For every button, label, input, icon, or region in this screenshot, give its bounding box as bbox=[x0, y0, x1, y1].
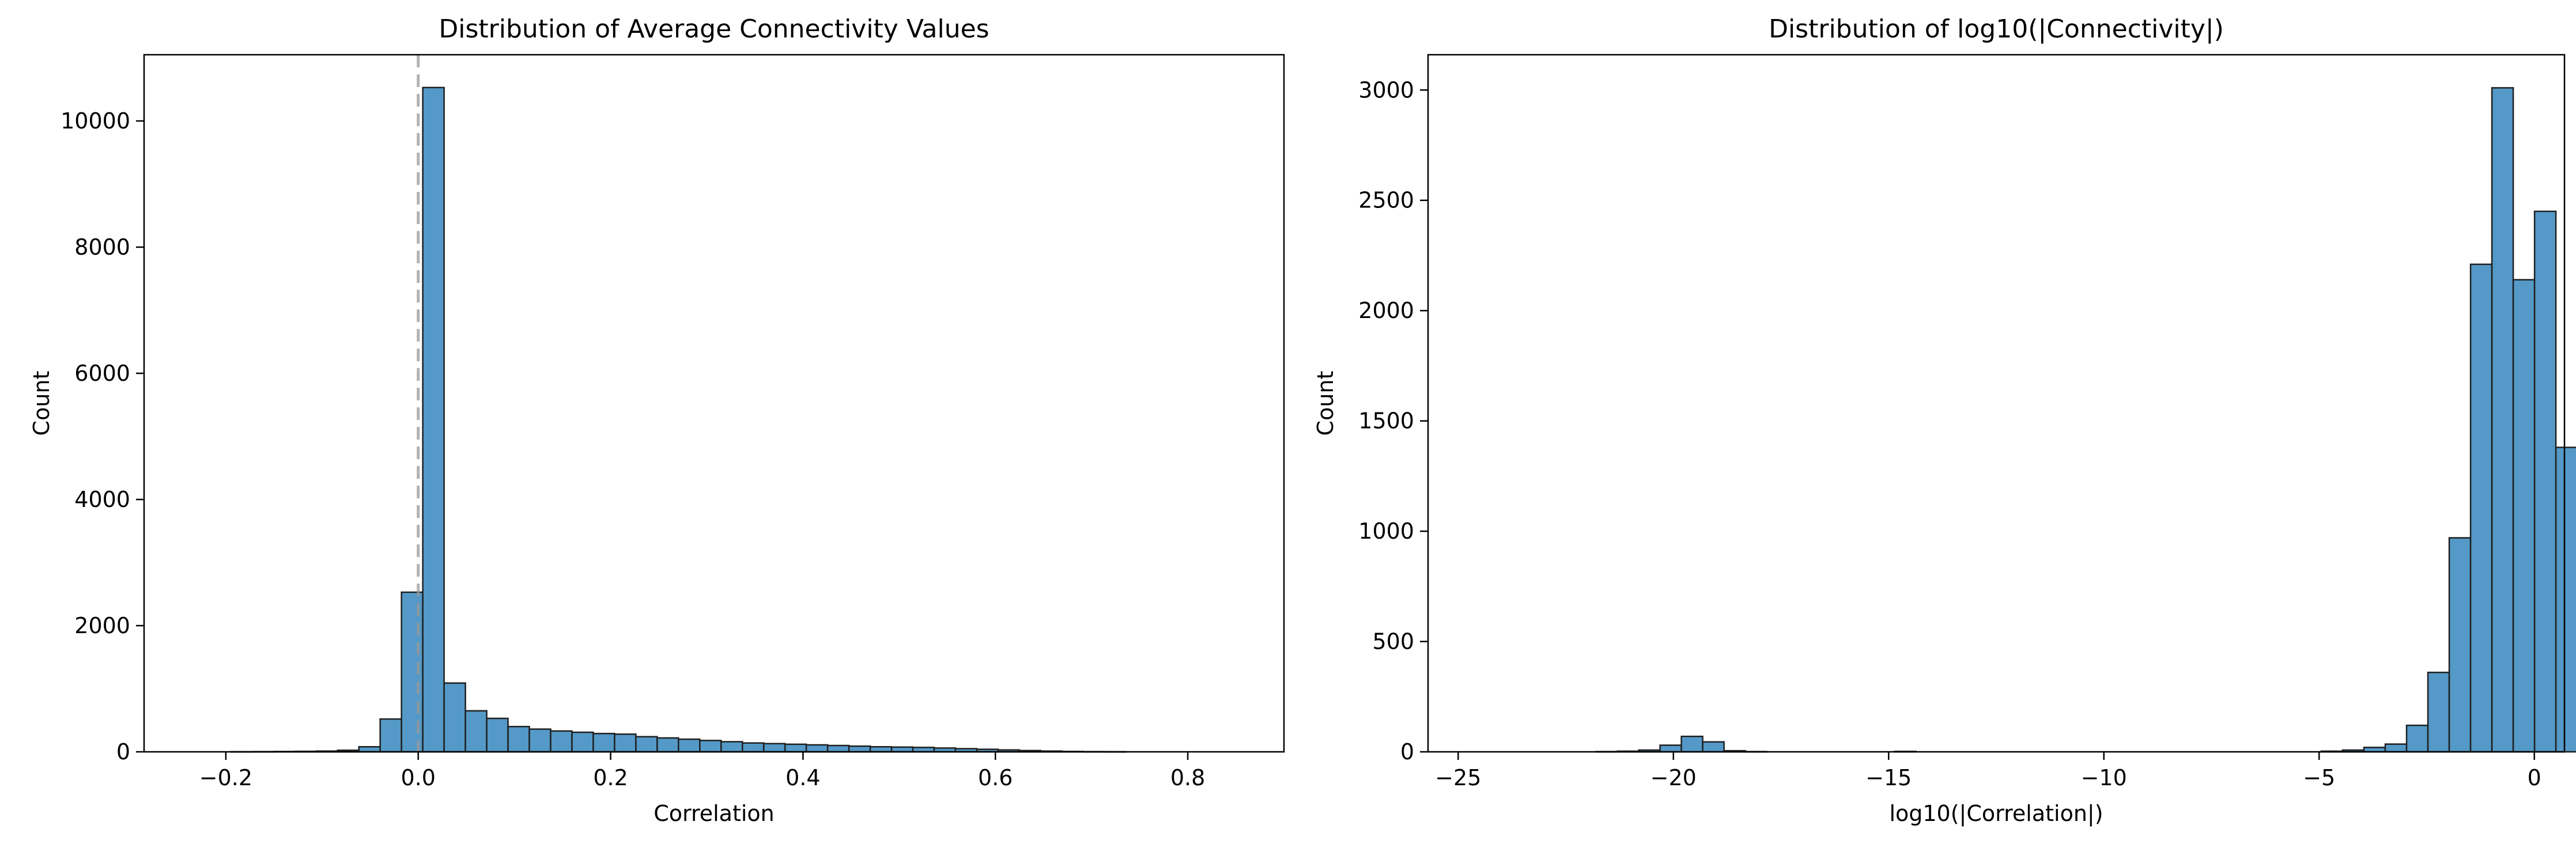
x-tick-label: 0.0 bbox=[401, 765, 436, 790]
histogram-bar bbox=[848, 745, 871, 753]
histogram-bar bbox=[379, 718, 402, 753]
y-tick-label: 2000 bbox=[1358, 298, 1414, 323]
x-axis-ticks: −0.2 0.0 0.2 0.4 0.6 0.8 bbox=[199, 752, 1205, 790]
histogram-bar bbox=[720, 741, 743, 753]
histogram-bar bbox=[2427, 671, 2450, 753]
histogram-bar bbox=[762, 743, 786, 753]
histogram-bar bbox=[443, 682, 466, 753]
histogram-bar bbox=[2448, 537, 2472, 753]
plot-frame bbox=[143, 54, 1285, 753]
histogram-bar bbox=[2555, 446, 2576, 753]
histogram-bar bbox=[614, 733, 637, 753]
histogram-bar bbox=[1659, 744, 1682, 753]
histogram-bar bbox=[507, 725, 530, 753]
x-axis-label: Correlation bbox=[654, 801, 775, 826]
y-tick-label: 0 bbox=[1400, 739, 1414, 764]
histogram-bars bbox=[1595, 87, 2576, 753]
x-tick-label: −10 bbox=[2081, 765, 2127, 790]
histogram-bar bbox=[699, 740, 722, 753]
x-axis-label: log10(|Correlation|) bbox=[1889, 801, 2103, 827]
histogram-bar bbox=[2384, 743, 2408, 753]
plot-frame bbox=[1427, 54, 2566, 753]
y-axis-label: Count bbox=[29, 371, 54, 436]
x-tick-label: −5 bbox=[2303, 765, 2335, 790]
y-tick-label: 2000 bbox=[74, 613, 130, 638]
histogram-bar bbox=[2405, 724, 2429, 753]
histogram-bar bbox=[784, 743, 807, 753]
histogram-bar bbox=[422, 86, 445, 753]
y-tick-label: 10000 bbox=[61, 108, 130, 134]
histogram-bar bbox=[571, 731, 594, 753]
histogram-bar bbox=[358, 745, 381, 753]
histogram-bar bbox=[826, 744, 850, 753]
chart-connectivity-distribution: Distribution of Average Connectivity Val… bbox=[29, 14, 1285, 826]
y-tick-label: 500 bbox=[1372, 629, 1414, 654]
histogram-bar bbox=[528, 728, 552, 753]
y-tick-label: 8000 bbox=[74, 234, 130, 260]
histogram-bar bbox=[592, 732, 615, 753]
y-axis-ticks: 0 2000 4000 6000 8000 10000 bbox=[61, 108, 144, 764]
x-tick-label: 0 bbox=[2528, 765, 2541, 790]
y-tick-label: 6000 bbox=[74, 361, 130, 386]
y-axis-label: Count bbox=[1313, 371, 1338, 436]
histogram-bar bbox=[2533, 210, 2557, 753]
chart-title: Distribution of Average Connectivity Val… bbox=[439, 14, 989, 44]
histogram-bar bbox=[2512, 279, 2536, 753]
histogram-bar bbox=[2491, 87, 2514, 753]
y-tick-label: 4000 bbox=[74, 487, 130, 512]
histogram-bar bbox=[635, 736, 658, 753]
histogram-bar bbox=[464, 710, 488, 753]
histogram-bar bbox=[2469, 263, 2493, 753]
y-axis-ticks: 0 500 1000 1500 2000 2500 3000 bbox=[1358, 77, 1428, 764]
chart-title: Distribution of log10(|Connectivity|) bbox=[1769, 14, 2224, 44]
x-tick-label: −0.2 bbox=[199, 765, 252, 790]
y-tick-label: 2500 bbox=[1358, 188, 1414, 213]
x-tick-label: 0.8 bbox=[1170, 765, 1205, 790]
x-axis-ticks: −25 −20 −15 −10 −5 0 bbox=[1435, 752, 2541, 790]
histogram-bar bbox=[741, 742, 765, 753]
histogram-bar bbox=[550, 730, 573, 753]
histogram-bar bbox=[1680, 735, 1704, 753]
histogram-bar bbox=[869, 745, 893, 753]
histogram-bar bbox=[805, 744, 829, 753]
chart-log-connectivity-distribution: Distribution of log10(|Connectivity|) lo… bbox=[1313, 14, 2576, 827]
x-tick-label: 0.4 bbox=[785, 765, 820, 790]
x-tick-label: 0.6 bbox=[978, 765, 1013, 790]
y-tick-label: 0 bbox=[116, 739, 130, 764]
histogram-bar bbox=[656, 737, 679, 753]
y-tick-label: 1000 bbox=[1358, 518, 1414, 544]
x-tick-label: 0.2 bbox=[593, 765, 628, 790]
y-tick-label: 3000 bbox=[1358, 77, 1414, 103]
histogram-bar bbox=[1702, 741, 1725, 753]
y-tick-label: 1500 bbox=[1358, 408, 1414, 434]
x-tick-label: −20 bbox=[1650, 765, 1697, 790]
x-tick-label: −25 bbox=[1435, 765, 1481, 790]
histogram-bar bbox=[486, 717, 509, 753]
x-tick-label: −15 bbox=[1865, 765, 1912, 790]
histogram-bars bbox=[230, 86, 1127, 753]
histogram-bar bbox=[678, 738, 701, 753]
